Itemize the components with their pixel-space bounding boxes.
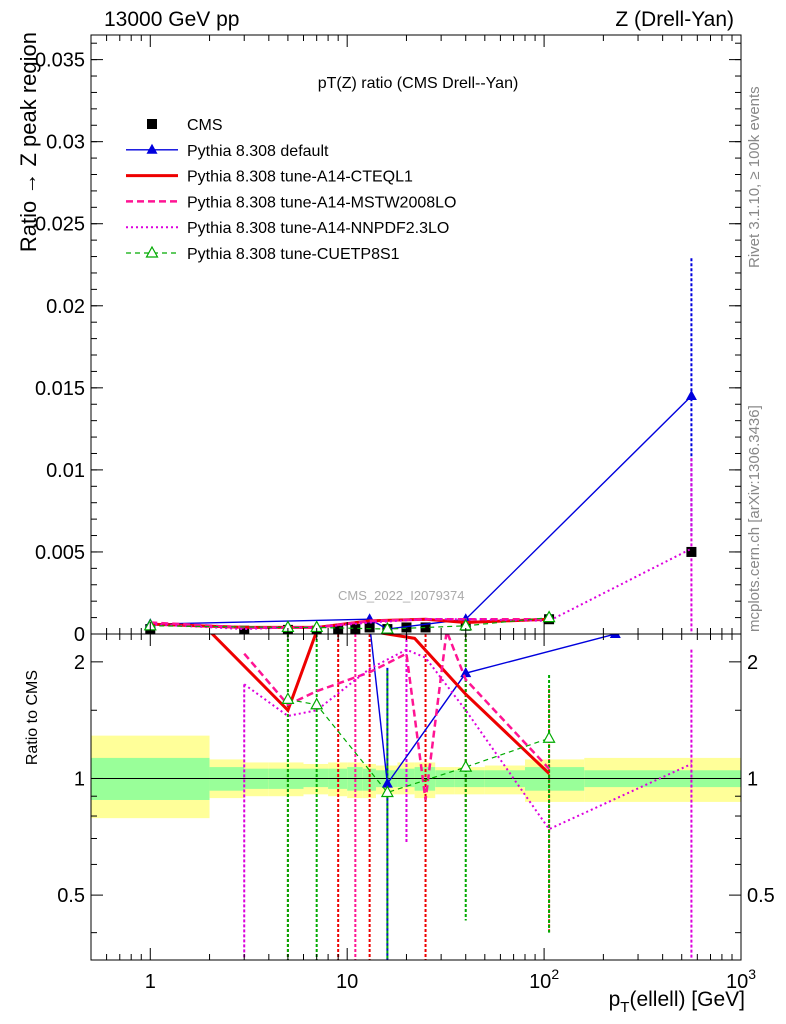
legend-marker [146, 143, 158, 154]
ratio-series-line [243, 648, 692, 831]
process-label: Z (Drell-Yan) [615, 8, 734, 31]
ratio-data-point [380, 785, 394, 798]
legend-label: Pythia 8.308 tune-CUETP8S1 [187, 246, 400, 263]
legend-label: Pythia 8.308 tune-A14-CTEQL1 [187, 169, 413, 186]
x-tick-label-exponent: 2 [551, 966, 559, 982]
main-series-line [150, 616, 550, 630]
series-lines [143, 258, 697, 960]
watermark: CMS_2022_I2079374 [338, 588, 465, 603]
y-axis-label: Ratio → Z peak region [16, 32, 41, 252]
legend-label: Pythia 8.308 tune-A14-MSTW2008LO [187, 194, 456, 211]
main-data-point [350, 624, 361, 634]
main-data-point [685, 390, 697, 401]
legend-marker [145, 245, 159, 258]
main-data-point [420, 622, 431, 633]
chart-title: pT(Z) ratio (CMS Drell--Yan) [318, 75, 519, 92]
y-tick-label: 0.015 [35, 378, 85, 400]
legend-label: Pythia 8.308 tune-A14-NNPDF2.3LO [187, 220, 449, 237]
ratio-series-line [243, 634, 550, 801]
y-tick-label: 0.03 [46, 132, 85, 154]
ratio-axes-frame [90, 633, 742, 961]
x-axis-label-part: T [620, 999, 629, 1016]
legend: CMS Pythia 8.308 default Pythia 8.308 tune… [126, 117, 456, 263]
x-axis-label: pT(ellell) [GeV] [609, 988, 745, 1016]
y-tick-label: 0.025 [35, 214, 85, 236]
ratio-data-point [542, 731, 556, 743]
legend-marker [147, 119, 157, 129]
ratio-y-tick-label: 1 [74, 768, 85, 790]
main-data-point [686, 546, 697, 557]
ratio-series-group [210, 634, 693, 960]
ratio-y-tick-label-right: 0.5 [747, 885, 775, 907]
y-tick-label: 0.035 [35, 50, 85, 72]
ratio-series-line [369, 634, 616, 786]
uncertainty-bands [91, 735, 741, 819]
legend-label: Pythia 8.308 default [187, 143, 329, 160]
y-tick-label: 0.005 [35, 542, 85, 564]
energy-label: 13000 GeV pp [104, 8, 240, 31]
x-axis-label-part: p [609, 988, 621, 1011]
source-label: mcplots.cern.ch [arXiv:1306.3436] [746, 405, 763, 632]
main-data-point [380, 621, 394, 634]
ratio-data-point [310, 697, 324, 710]
rivet-version-label: Rivet 3.1.10, ≥ 100k events [746, 86, 763, 268]
x-tick-label: 1 [145, 971, 156, 993]
ratio-data-point [460, 667, 472, 678]
main-series-group [143, 258, 697, 634]
ratio-data-point [381, 777, 393, 788]
x-tick-label: 102 [529, 966, 559, 993]
tick-labels: 0 0.005 0.01 0.015 0.02 0.025 0.03 0.035 0.5 0.5 1… [35, 50, 775, 993]
ratio-y-tick-label-right: 1 [747, 768, 758, 790]
main-data-point [542, 610, 556, 623]
band-green [397, 768, 415, 788]
ratio-series-line [287, 698, 550, 794]
x-axis-label-part: (ellell) [GeV] [629, 988, 745, 1011]
main-data-point [401, 622, 412, 633]
ratio-data-point [609, 634, 621, 638]
y-tick-label: 0.02 [46, 296, 85, 318]
chart-texts: pT(ellell) [GeV] Ratio → Z peak region Rat… [16, 32, 745, 1016]
y-tick-label: 0.01 [46, 460, 85, 482]
ratio-data-point [459, 759, 473, 772]
x-tick-label: 10 [336, 971, 358, 993]
axis-ticks [90, 35, 742, 960]
ratio-y-tick-label: 0.5 [57, 885, 85, 907]
x-tick-label-exponent: 3 [748, 966, 756, 982]
legend-label: CMS [187, 117, 223, 134]
ratio-y-axis-label: Ratio to CMS [24, 670, 41, 765]
main-data-point [364, 622, 375, 633]
axes-frames [90, 34, 742, 961]
y-tick-label: 0 [74, 624, 85, 646]
band-green [303, 768, 329, 788]
ratio-y-tick-label: 2 [74, 652, 85, 674]
ratio-series-line [210, 634, 551, 775]
ratio-data-point [281, 692, 295, 704]
ratio-y-tick-label-right: 2 [747, 652, 758, 674]
